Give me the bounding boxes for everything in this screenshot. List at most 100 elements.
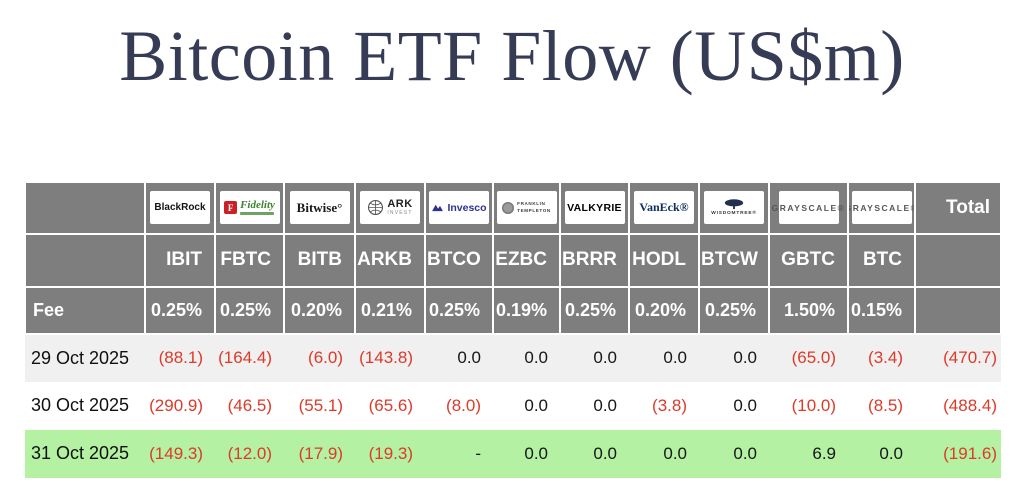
flow-value-cell: 0.0 — [629, 429, 699, 478]
invesco-logo: Invesco — [429, 191, 489, 225]
fee-cell: 0.25% — [214, 285, 285, 335]
ticker-cell: BTCW — [698, 232, 770, 288]
fidelity-f-icon: F — [224, 201, 238, 215]
flow-value-cell: (55.1) — [284, 381, 355, 430]
fee-cell: 0.25% — [559, 285, 630, 335]
blackrock-wordmark: BlackRock — [154, 202, 206, 214]
fee-cell: 0.20% — [283, 285, 356, 335]
vaneck-logo: VanEck® — [634, 191, 694, 225]
flow-value-cell: (6.0) — [284, 333, 355, 382]
total-value-cell: (488.4) — [915, 381, 1001, 430]
flow-value-cell: 0.0 — [848, 429, 915, 478]
flow-value-cell: 6.9 — [769, 429, 848, 478]
table-row-highlighted: 31 Oct 2025 (149.3) (12.0) (17.9) (19.3)… — [25, 429, 1001, 478]
ark-invest-logo: ARK INVEST — [360, 191, 420, 225]
flow-value-cell: 0.0 — [560, 333, 629, 382]
flow-value-cell: (10.0) — [769, 381, 848, 430]
table-row: 30 Oct 2025 (290.9) (46.5) (55.1) (65.6)… — [25, 381, 1001, 430]
flow-value-cell: (164.4) — [215, 333, 284, 382]
fee-row: Fee 0.25% 0.25% 0.20% 0.21% 0.25% 0.19% … — [24, 285, 1002, 335]
fee-cell: 0.15% — [847, 285, 916, 335]
flow-value-cell: 0.0 — [493, 333, 560, 382]
wisdomtree-tree-icon — [724, 199, 744, 210]
invesco-mountain-icon — [432, 204, 444, 212]
ark-wordmark: ARK — [387, 198, 413, 211]
flow-value-cell: (46.5) — [215, 381, 284, 430]
wisdomtree-logo: WISDOMTREE® — [704, 191, 764, 225]
flow-value-cell: (8.0) — [425, 381, 493, 430]
grayscale-wordmark: GRAYSCALE® — [771, 202, 846, 213]
flow-value-cell: (143.8) — [355, 333, 425, 382]
date-cell: 30 Oct 2025 — [25, 381, 145, 430]
flow-value-cell: 0.0 — [699, 333, 769, 382]
fee-label: Fee — [24, 285, 146, 335]
ticker-cell: ARKB — [354, 232, 426, 288]
flow-value-cell: 0.0 — [425, 333, 493, 382]
total-header: Total — [914, 180, 1002, 235]
table-row: 29 Oct 2025 (88.1) (164.4) (6.0) (143.8)… — [25, 333, 1001, 382]
franklin-head-icon — [502, 201, 515, 214]
flow-value-cell: - — [425, 429, 493, 478]
flow-value-cell: 0.0 — [629, 333, 699, 382]
vaneck-wordmark: VanEck® — [639, 200, 689, 215]
ticker-cell: BRRR — [559, 232, 630, 288]
flow-value-cell: 0.0 — [560, 429, 629, 478]
flow-value-cell: 0.0 — [560, 381, 629, 430]
ticker-cell: BTCO — [424, 232, 494, 288]
date-cell: 31 Oct 2025 — [25, 429, 145, 478]
ticker-row-label-cell — [24, 232, 146, 288]
flow-value-cell: (12.0) — [215, 429, 284, 478]
flow-value-cell: (88.1) — [145, 333, 215, 382]
page-title: Bitcoin ETF Flow (US$m) — [119, 16, 905, 96]
flow-value-cell: (149.3) — [145, 429, 215, 478]
flow-value-cell: (65.0) — [769, 333, 848, 382]
franklin-wordmark-line2: TEMPLETON — [517, 207, 551, 213]
flow-value-cell: (19.3) — [355, 429, 425, 478]
grayscale-wordmark: GRAYSCALE® — [848, 202, 915, 213]
ticker-cell: BTC — [847, 232, 916, 288]
ticker-total-empty-cell — [914, 232, 1002, 288]
flow-value-cell: 0.0 — [699, 381, 769, 430]
date-cell: 29 Oct 2025 — [25, 333, 145, 382]
fidelity-wordmark: Fidelity — [240, 199, 275, 212]
franklin-wordmark-line1: FRANKLIN — [517, 201, 546, 207]
flow-value-cell: (290.9) — [145, 381, 215, 430]
flow-value-cell: 0.0 — [699, 429, 769, 478]
total-value-cell: (470.7) — [915, 333, 1001, 382]
ticker-cell: HODL — [628, 232, 700, 288]
blackrock-logo: BlackRock — [150, 191, 210, 225]
fee-cell: 0.25% — [424, 285, 494, 335]
fidelity-subtext-bar — [240, 212, 275, 216]
flow-value-cell: 0.0 — [493, 381, 560, 430]
fee-cell: 0.21% — [354, 285, 426, 335]
wisdomtree-wordmark: WISDOMTREE® — [711, 211, 757, 217]
ticker-cell: BITB — [283, 232, 356, 288]
flow-value-cell: (3.8) — [629, 381, 699, 430]
flow-value-cell: (3.4) — [848, 333, 915, 382]
fee-cell: 0.20% — [628, 285, 700, 335]
invesco-wordmark: Invesco — [447, 201, 487, 214]
grayscale-logo: GRAYSCALE® — [772, 191, 844, 225]
etf-flow-table: BlackRock F Fidelity Bitwise° — [24, 180, 1002, 478]
fee-total-empty-cell — [914, 285, 1002, 335]
ticker-cell: FBTC — [214, 232, 285, 288]
valkyrie-wordmark: VALKYRIE — [567, 201, 622, 214]
flow-value-cell: (17.9) — [284, 429, 355, 478]
fidelity-logo: F Fidelity — [219, 191, 280, 225]
fee-cell: 0.25% — [698, 285, 770, 335]
bitwise-wordmark: Bitwise° — [296, 199, 343, 215]
fee-cell: 0.25% — [144, 285, 216, 335]
fee-cell: 1.50% — [768, 285, 849, 335]
bitwise-logo: Bitwise° — [289, 191, 350, 225]
grayscale-logo: GRAYSCALE® — [850, 191, 913, 225]
ticker-cell: IBIT — [144, 232, 216, 288]
corner-cell — [24, 180, 146, 235]
ark-globe-icon — [368, 200, 384, 216]
flow-value-cell: (65.6) — [355, 381, 425, 430]
ticker-cell: EZBC — [492, 232, 561, 288]
ark-invest-subtext: INVEST — [387, 210, 413, 217]
valkyrie-logo: VALKYRIE — [564, 191, 625, 225]
fee-cell: 0.19% — [492, 285, 561, 335]
total-value-cell: (191.6) — [915, 429, 1001, 478]
flow-value-cell: 0.0 — [493, 429, 560, 478]
